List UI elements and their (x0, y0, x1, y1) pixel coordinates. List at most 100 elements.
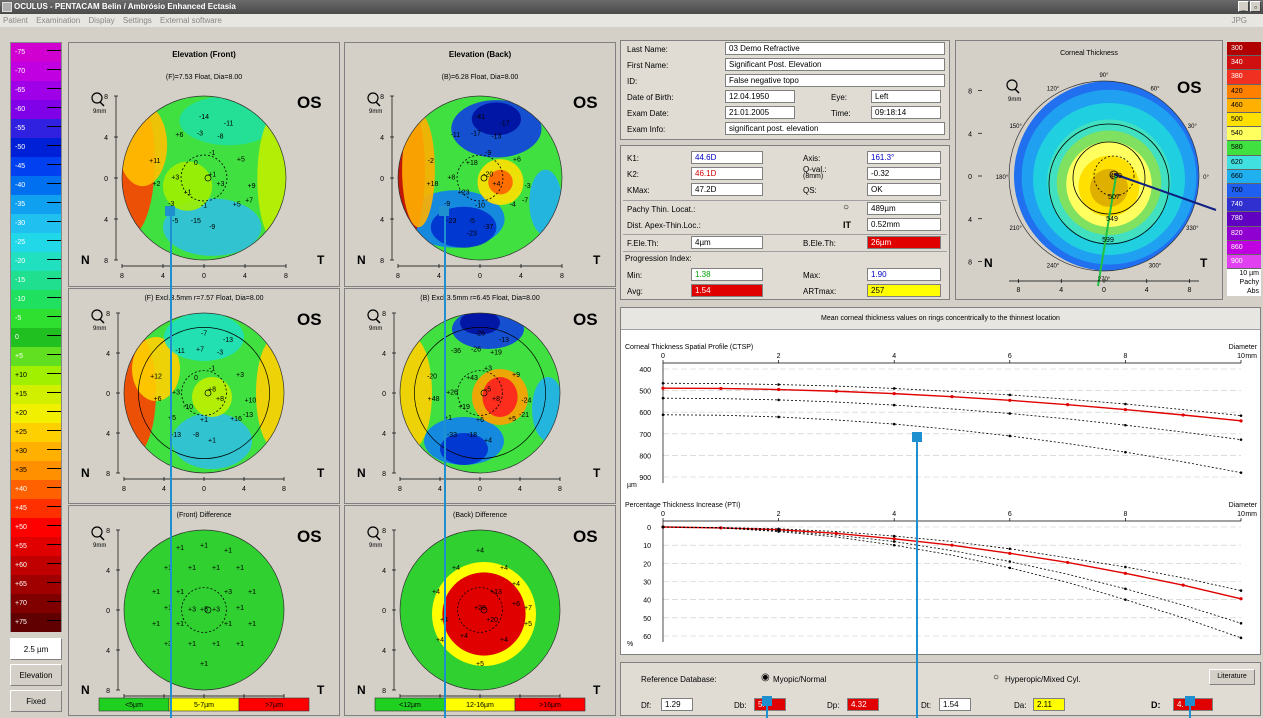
cursor-handle-front[interactable] (165, 206, 175, 216)
axis-tick-label: 4 (106, 431, 110, 438)
last-name-field[interactable]: 03 Demo Refractive (725, 42, 945, 55)
scale-value: +65 (15, 581, 27, 588)
restore-button[interactable]: ▫ (1250, 1, 1261, 12)
map-value: +23 (458, 189, 470, 196)
map-value: +4 (460, 633, 468, 640)
map-value: +1 (164, 565, 172, 572)
series-point (892, 403, 896, 407)
map-value: +6 (476, 417, 484, 424)
menu-patient[interactable]: Patient (3, 16, 28, 25)
menu-external-software[interactable]: External software (160, 16, 222, 25)
angle-label: 90° (1099, 73, 1109, 79)
y-tick-label: 10 (643, 543, 651, 550)
cursor-handle-chart[interactable] (912, 432, 922, 442)
map-value: +3 (236, 372, 244, 379)
thickness-scale-mode1[interactable]: Pachy (1227, 278, 1261, 288)
eye-field[interactable]: Left (871, 90, 941, 103)
series-point (777, 398, 780, 402)
scale-entry: -70 (11, 62, 61, 81)
cursor-handle-d[interactable] (1185, 696, 1195, 706)
zoom-label: 9mm (369, 326, 382, 332)
map-value: +1 (212, 565, 220, 572)
series-point (1008, 412, 1012, 415)
cursor-line-back (444, 210, 446, 718)
literature-button[interactable]: Literature (1209, 669, 1255, 685)
elevation-mode-button[interactable]: Elevation (10, 664, 62, 686)
minimize-button[interactable]: _ (1238, 1, 1249, 12)
scale-step-button[interactable]: 2.5 µm (10, 638, 62, 660)
front-elevation-excl-map[interactable]: 8 8 4 4 0 0 4 4 8 8 OS N T 9mm -7 -13 -11 +7 -3 -1 +12 0 +3 +8 +… (68, 288, 340, 504)
back-elevation-map[interactable]: 8 8 4 4 0 0 4 4 8 8 OS N T 9mm -41 -17 -11 -17 -13 -9 -2 +18 +… (344, 42, 616, 287)
map-value: -5 (172, 218, 178, 225)
thickness-scale-mode2[interactable]: Abs (1227, 287, 1261, 297)
map-value: +8 (208, 386, 216, 393)
jpg-label[interactable]: JPG (1231, 16, 1247, 25)
first-name-field[interactable]: Significant Post. Elevation (725, 58, 945, 71)
series-point (1123, 408, 1127, 412)
map-value: 0 (194, 160, 198, 167)
axis-tick-label: 4 (242, 486, 246, 493)
map-value: +26 (446, 390, 458, 397)
reference-series-line (662, 382, 1242, 417)
exam-info-field[interactable]: significant post. elevation (725, 122, 945, 135)
dp-value: 4.32 (847, 698, 879, 711)
thickness-value: 507 (1108, 194, 1120, 201)
axis-tick-label: 4 (1059, 287, 1063, 294)
map-value: +19 (490, 350, 502, 357)
angle-label: 180° (996, 175, 1009, 181)
map-value: +1 (224, 621, 232, 628)
id-field[interactable]: False negative topo (725, 74, 945, 87)
patient-info-panel: Last Name: 03 Demo Refractive First Name… (620, 40, 950, 140)
dob-field[interactable]: 12.04.1950 (725, 90, 795, 103)
map-value: +4 (500, 637, 508, 644)
map-value: -33 (447, 432, 457, 439)
y-tick-label: 60 (643, 634, 651, 641)
menu-settings[interactable]: Settings (122, 16, 152, 25)
menu-examination[interactable]: Examination (36, 16, 81, 25)
map-value: -3 (197, 130, 203, 137)
scale-entry: +40 (11, 480, 61, 499)
ctsp-pti-panel: Mean corneal thickness values on rings c… (620, 307, 1261, 655)
zoom-label: 9mm (93, 109, 106, 115)
back-elevation-excl-map[interactable]: 8 8 4 4 0 0 4 4 8 8 OS N T 9mm -26 -13 -36 -26 +19 +3 -20 +43… (344, 288, 616, 504)
fixed-scale-button[interactable]: Fixed (10, 690, 62, 712)
scale-value: +25 (15, 429, 27, 436)
axis-tick-label: 4 (437, 273, 441, 280)
exam-date-field[interactable]: 21.01.2005 (725, 106, 795, 119)
time-field[interactable]: 09:18:14 (871, 106, 941, 119)
dp-label: Dp: (827, 701, 840, 710)
axis-tick-label: 4 (382, 431, 386, 438)
scale-value: +70 (15, 600, 27, 607)
progression-index-label: Progression Index: (625, 254, 692, 263)
front-difference-map[interactable]: 8844004488OSNT9mm+1+1+1+1+1+1+1+1+1+3+1+… (68, 505, 340, 716)
myopic-label: Myopic/Normal (773, 675, 827, 684)
series-point (892, 422, 896, 426)
series-point (777, 387, 781, 392)
cursor-handle-db[interactable] (762, 696, 772, 706)
map-value: +7 (245, 198, 253, 205)
nasal-label: N (357, 683, 366, 697)
map-value: -13 (223, 337, 233, 344)
scale-value: +55 (15, 543, 27, 550)
map-value: -15 (191, 218, 201, 225)
cursor-handle-back[interactable] (439, 206, 449, 216)
k1-label: K1: (627, 154, 640, 163)
reference-series-line (662, 526, 1242, 591)
scale-entry: +60 (11, 556, 61, 575)
axis-tick-label: 8 (382, 471, 386, 478)
hyperopic-radio[interactable]: ○ (993, 672, 1000, 683)
myopic-radio[interactable]: ◉ (761, 672, 770, 683)
first-name-label: First Name: (627, 61, 669, 70)
front-elevation-map[interactable]: 8 8 4 4 0 0 4 4 8 8 OS N T 9mm -14 -11 +6 -3 -8 -1 +11 0 +5 +1 +… (68, 42, 340, 287)
axis-tick-label: 8 (106, 528, 110, 535)
corneal-thickness-map[interactable]: Corneal Thickness 489 507 549 599 90° 60° 30° 0°… (955, 40, 1223, 300)
thickness-scale-entry: 500 (1227, 113, 1261, 128)
back-difference-map[interactable]: 8844004488OSNT9mm+4+4+4+4+13+4+6+28+7+4+… (344, 505, 616, 716)
max-label: Max: (803, 271, 821, 280)
axis-tick-label: 4 (106, 351, 110, 358)
menu-display[interactable]: Display (88, 16, 115, 25)
axis-tick-label: 4 (968, 131, 972, 138)
y-unit-label: µm (627, 482, 637, 489)
fele-value: 4µm (691, 236, 763, 249)
series-point (1239, 589, 1243, 592)
